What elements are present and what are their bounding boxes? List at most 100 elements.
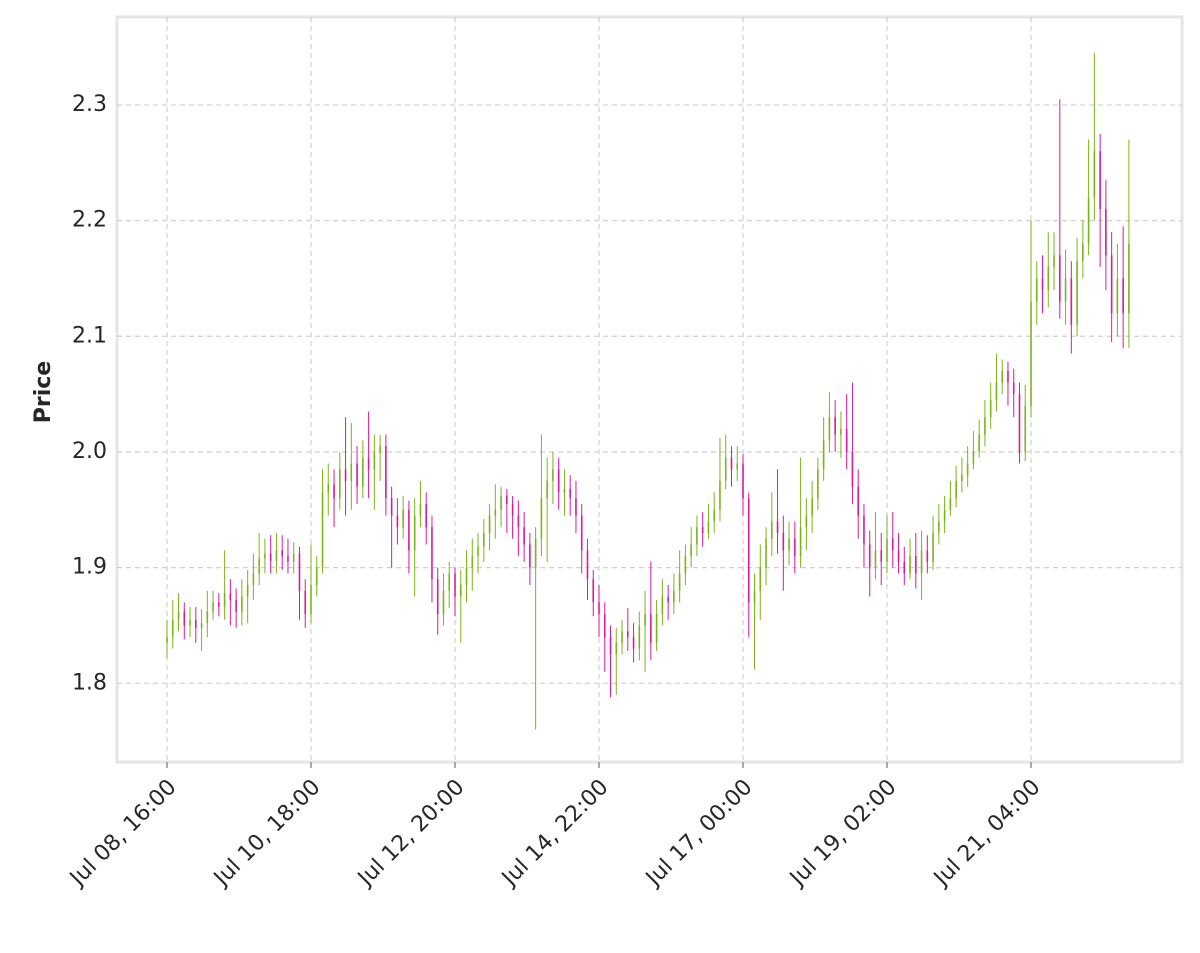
candle-body xyxy=(310,585,312,614)
candle-body xyxy=(650,613,652,643)
candle-body xyxy=(195,619,197,628)
candle-body xyxy=(667,596,669,603)
candle-body xyxy=(655,613,658,643)
x-tick-label: Jul 19, 02:00 xyxy=(784,775,901,892)
candle-body xyxy=(264,553,266,559)
candle-body xyxy=(1024,405,1027,452)
candle-body xyxy=(413,515,416,551)
candle-body xyxy=(379,446,381,452)
candle-body xyxy=(1047,266,1050,291)
candle-body xyxy=(932,532,934,562)
candle-body xyxy=(776,521,779,533)
x-tick-label: Jul 10, 18:00 xyxy=(208,775,325,892)
candle-body xyxy=(811,498,813,516)
candle-body xyxy=(1059,255,1061,302)
candle-body xyxy=(327,484,330,493)
candle-body xyxy=(1116,278,1119,314)
candle-body xyxy=(471,556,474,568)
candle-body xyxy=(765,538,767,568)
candle-body xyxy=(557,469,560,493)
candle-body xyxy=(396,515,399,528)
x-tick-label: Jul 08, 16:00 xyxy=(64,775,181,892)
candle-body xyxy=(529,544,531,568)
candle-body xyxy=(880,550,883,562)
candle-body xyxy=(390,498,393,516)
candle-body xyxy=(592,579,595,603)
candle-body xyxy=(339,469,341,499)
candle-body xyxy=(511,504,514,516)
candle-body xyxy=(494,509,497,516)
candle-body xyxy=(223,593,226,607)
plot-area xyxy=(115,15,1184,764)
candle-body xyxy=(857,486,859,516)
candle-body xyxy=(315,567,318,586)
candle-body xyxy=(673,590,675,603)
candle-body xyxy=(344,469,347,481)
candle-body xyxy=(506,495,508,505)
y-tick-label: 2.2 xyxy=(72,208,107,233)
candle-body xyxy=(891,538,894,551)
y-tick-label: 2.0 xyxy=(72,439,107,464)
candle-body xyxy=(287,556,289,562)
candle-body xyxy=(200,623,203,628)
candle-body xyxy=(459,585,462,597)
candle-body xyxy=(171,619,174,638)
candle-body xyxy=(1041,278,1044,291)
candle-body xyxy=(534,538,537,568)
candle-body xyxy=(212,602,214,612)
candle-body xyxy=(661,596,664,614)
candle-body xyxy=(851,451,854,487)
candle-body xyxy=(304,590,307,614)
candle-body xyxy=(886,538,888,562)
candle-body xyxy=(419,504,422,516)
candle-body xyxy=(863,515,865,545)
x-tick-label: Jul 12, 20:00 xyxy=(352,775,469,892)
candle-body xyxy=(961,475,963,481)
candle-body xyxy=(1007,370,1009,383)
candle-body xyxy=(753,590,756,603)
candle-body xyxy=(1122,278,1124,314)
candle-body xyxy=(333,484,335,499)
candle-body xyxy=(177,611,180,620)
candle-body xyxy=(747,498,750,603)
candle-body xyxy=(436,579,439,614)
candle-body xyxy=(431,527,433,580)
candle-body xyxy=(903,561,906,574)
candle-body xyxy=(736,463,739,470)
candle-body xyxy=(235,600,237,612)
candle-body xyxy=(367,457,370,470)
y-tick-label: 2.1 xyxy=(72,323,107,348)
candle-body xyxy=(483,532,485,547)
candle-body xyxy=(1105,209,1107,256)
candle-body xyxy=(517,515,520,528)
candle-body xyxy=(966,463,969,476)
candle-body xyxy=(627,631,629,638)
candle-body xyxy=(1076,261,1078,325)
candle-body xyxy=(955,480,957,499)
candle-body xyxy=(269,553,272,561)
candle-body xyxy=(1035,278,1038,302)
candle-body xyxy=(281,550,283,557)
candle-body xyxy=(730,457,733,470)
candle-body xyxy=(241,596,243,612)
candle-body xyxy=(598,602,600,614)
candle-body xyxy=(563,488,566,493)
candle-body xyxy=(632,637,635,649)
candle-body xyxy=(1082,243,1084,262)
candle-body xyxy=(356,463,358,487)
candle-body xyxy=(1012,382,1015,395)
candle-body xyxy=(166,637,168,643)
candle-body xyxy=(569,488,571,499)
candle-body xyxy=(984,417,986,435)
candle-body xyxy=(840,428,842,435)
candle-body xyxy=(609,637,612,655)
y-tick-label: 1.9 xyxy=(72,555,107,580)
candle-body xyxy=(926,550,929,562)
candle-body xyxy=(696,527,698,545)
candle-body xyxy=(938,521,940,533)
candle-body xyxy=(465,567,468,586)
candle-body xyxy=(638,625,641,649)
candle-body xyxy=(909,556,911,574)
candle-body xyxy=(552,469,554,481)
candle-body xyxy=(724,457,727,481)
